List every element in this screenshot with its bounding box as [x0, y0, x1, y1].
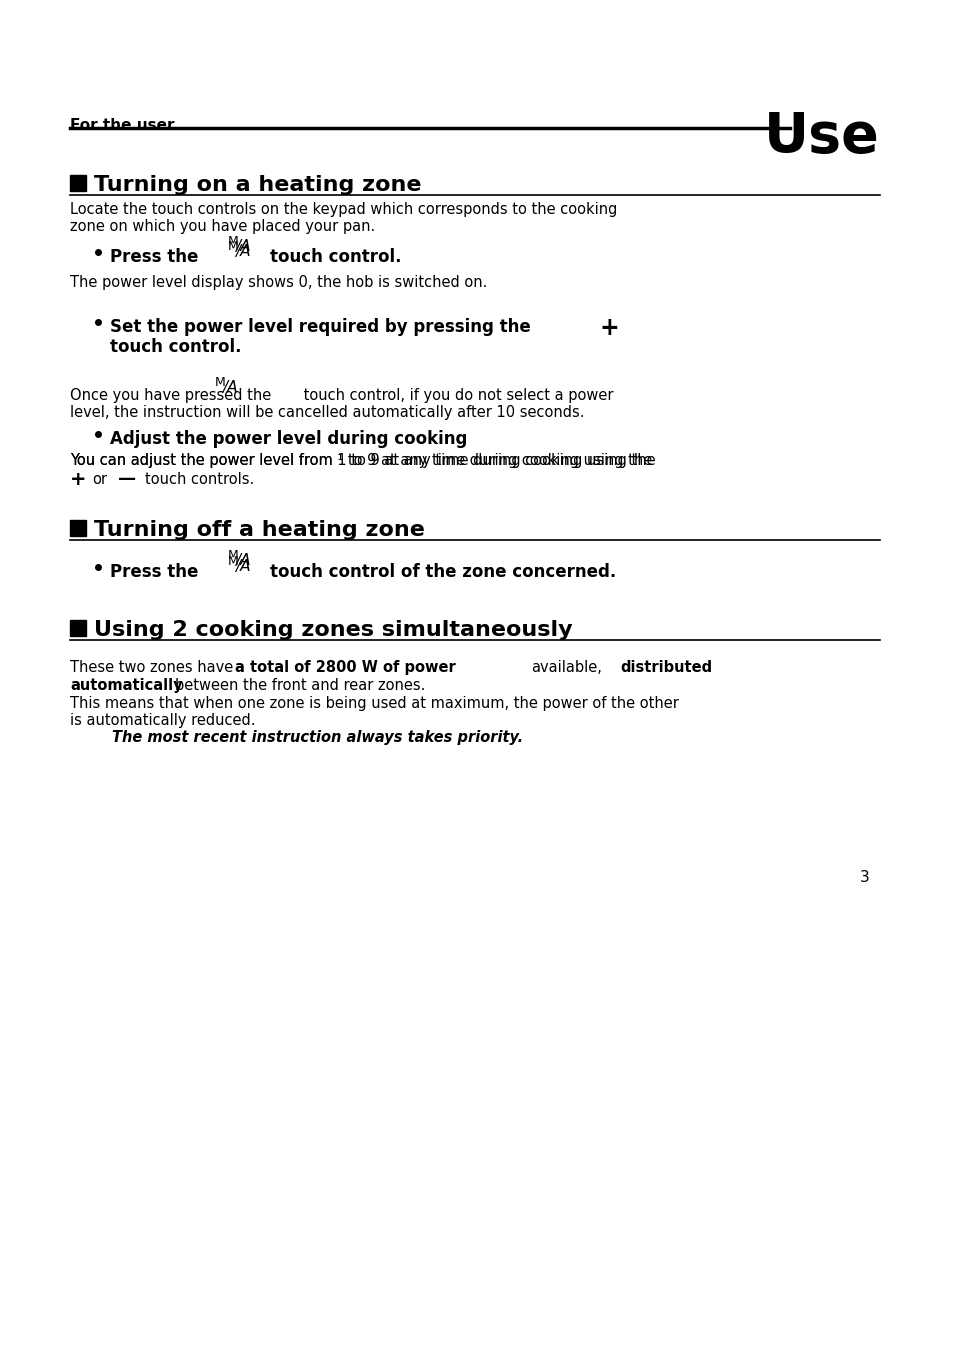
Text: Use: Use	[763, 109, 879, 163]
Text: M: M	[214, 376, 226, 389]
Text: /A: /A	[222, 380, 237, 394]
Text: /A: /A	[234, 245, 251, 259]
Text: Turning off a heating zone: Turning off a heating zone	[94, 520, 424, 540]
Text: level, the instruction will be cancelled automatically after 10 seconds.: level, the instruction will be cancelled…	[70, 405, 584, 420]
Text: Turning on a heating zone: Turning on a heating zone	[94, 176, 421, 195]
Text: Once you have pressed the       touch control, if you do not select a power: Once you have pressed the touch control,…	[70, 388, 613, 403]
Text: automatically: automatically	[70, 678, 182, 693]
Bar	[70, 520, 86, 536]
Text: This means that when one zone is being used at maximum, the power of the other: This means that when one zone is being u…	[70, 696, 679, 711]
Text: M: M	[228, 555, 238, 567]
Text: The most recent instruction always takes priority.: The most recent instruction always takes…	[112, 730, 522, 744]
Text: Press the: Press the	[110, 563, 198, 581]
Text: between the front and rear zones.: between the front and rear zones.	[174, 678, 425, 693]
Text: M: M	[228, 240, 238, 253]
Text: +: +	[599, 316, 619, 340]
Text: /A: /A	[234, 559, 251, 574]
Bar	[70, 176, 86, 190]
Text: touch control of the zone concerned.: touch control of the zone concerned.	[270, 563, 616, 581]
Text: 3: 3	[860, 870, 869, 885]
Text: Adjust the power level during cooking: Adjust the power level during cooking	[110, 430, 467, 449]
Text: Set the power level required by pressing the: Set the power level required by pressing…	[110, 317, 530, 336]
Text: touch control.: touch control.	[270, 249, 401, 266]
Text: zone on which you have placed your pan.: zone on which you have placed your pan.	[70, 219, 375, 234]
Text: is automatically reduced.: is automatically reduced.	[70, 713, 255, 728]
Text: M: M	[228, 235, 238, 249]
Text: or: or	[91, 471, 107, 486]
Text: For the user: For the user	[70, 118, 174, 132]
Text: available,: available,	[531, 661, 601, 676]
Text: Press the: Press the	[110, 249, 198, 266]
Text: touch controls.: touch controls.	[145, 471, 254, 486]
Text: /A: /A	[234, 239, 251, 254]
Text: Using 2 cooking zones simultaneously: Using 2 cooking zones simultaneously	[94, 620, 572, 640]
Text: The power level display shows 0, the hob is switched on.: The power level display shows 0, the hob…	[70, 276, 487, 290]
Text: Locate the touch controls on the keypad which corresponds to the cooking: Locate the touch controls on the keypad …	[70, 203, 617, 218]
Text: /A: /A	[234, 553, 251, 567]
Text: You can adjust the power level from 1 to 9 at any time during cooking using the: You can adjust the power level from 1 to…	[70, 453, 655, 467]
Text: +: +	[70, 470, 87, 489]
Text: distributed: distributed	[619, 661, 711, 676]
Text: You can adjust the power level from ¹ to 9 at any time during cooking using the: You can adjust the power level from ¹ to…	[70, 453, 652, 467]
Text: touch control.: touch control.	[110, 338, 241, 357]
Text: M: M	[228, 549, 238, 562]
Bar	[70, 620, 86, 636]
Text: —: —	[118, 470, 136, 488]
Text: These two zones have: These two zones have	[70, 661, 233, 676]
Text: a total of 2800 W of power: a total of 2800 W of power	[234, 661, 456, 676]
